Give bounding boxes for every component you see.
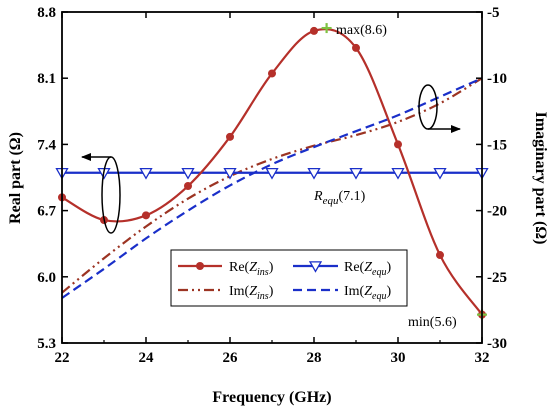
point-re_equ-2 (139, 167, 153, 180)
x-tick-label-5: 32 (475, 350, 490, 366)
x-tick-label-2: 26 (223, 350, 239, 366)
point-re_equ-7 (349, 167, 363, 180)
point-re_ins-7 (352, 43, 360, 52)
ticks-layer: 22 24 26 28 30 32 5.3 6.0 6.7 7.4 8.1 8.8 -30 -25 -20 -… (37, 5, 507, 366)
x-axis-label: Frequency (GHz) (212, 389, 331, 406)
point-re_equ-6 (307, 167, 321, 180)
series-line-re_ins (61, 28, 483, 316)
point-re_ins-8 (394, 140, 402, 149)
point-re_ins-4 (226, 132, 234, 141)
y-right-tick-label-4: -10 (487, 71, 507, 87)
series-line-im_ins (61, 77, 483, 294)
point-re_equ-5 (265, 167, 279, 180)
y-axis-label-left: Real part (Ω) (7, 132, 24, 224)
x-tick-label-4: 30 (391, 350, 406, 366)
series-layer (55, 26, 489, 319)
y-left-tick-label-1: 6.0 (37, 270, 56, 286)
point-re_ins-3 (184, 182, 192, 191)
y-right-tick-label-5: -5 (487, 5, 500, 21)
point-re_equ-3 (181, 167, 195, 180)
y-left-tick-label-3: 7.4 (37, 137, 56, 153)
point-re_ins-6 (310, 26, 318, 35)
y-left-tick-label-2: 6.7 (37, 204, 56, 220)
series-line-im_equ (61, 77, 483, 299)
y-left-tick-label-0: 5.3 (37, 336, 56, 352)
y-right-tick-label-1: -25 (487, 270, 507, 286)
legend: Re(Zins) Re(Zequ) Im(Zins) Im(Zequ) (170, 249, 408, 307)
point-re_equ-4 (223, 167, 237, 180)
requ-value: (7.1) (338, 189, 365, 204)
legend-text-im-equ: Im(Zequ) (344, 284, 391, 302)
requ-subscript: equ (323, 195, 339, 207)
x-tick-label-1: 24 (139, 350, 155, 366)
y-right-tick-label-2: -20 (487, 204, 507, 220)
y-right-tick-label-0: -30 (487, 336, 507, 352)
legend-box (170, 249, 408, 307)
y-left-tick-label-4: 8.1 (37, 71, 56, 87)
legend-marker-re_ins (196, 262, 204, 270)
max-annotation: max(8.6) (336, 23, 387, 38)
legend-text-re-ins: Re(Zins) (229, 260, 274, 278)
requ-symbol: R (313, 189, 323, 204)
legend-samples (178, 261, 338, 292)
point-re_ins-5 (268, 69, 276, 78)
point-re_equ-8 (391, 167, 405, 180)
legend-text-re-equ: Re(Zequ) (344, 260, 391, 278)
min-annotation: min(5.6) (408, 315, 457, 330)
legend-text-im-ins: Im(Zins) (229, 284, 274, 302)
y-axis-label-right: Imaginary part (Ω) (532, 112, 549, 245)
requ-annotation: Requ(7.1) (313, 189, 366, 207)
y-right-tick-label-3: -15 (487, 137, 507, 153)
x-tick-label-0: 22 (55, 350, 70, 366)
legend-marker-re_equ (308, 261, 323, 273)
y-left-tick-label-5: 8.8 (37, 5, 56, 21)
x-tick-label-3: 28 (307, 350, 322, 366)
point-re_ins-9 (436, 251, 444, 260)
point-re_ins-2 (142, 211, 150, 220)
point-re_equ-9 (433, 167, 447, 180)
